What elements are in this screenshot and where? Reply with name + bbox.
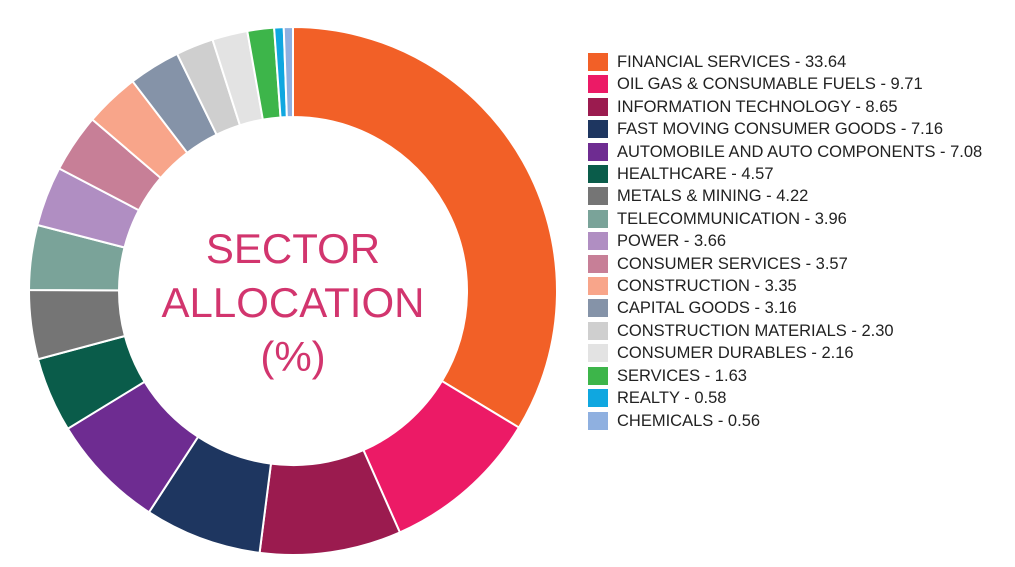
legend: FINANCIAL SERVICES - 33.64 OIL GAS & CONS… [588, 51, 988, 432]
legend-label: TELECOMMUNICATION - 3.96 [617, 209, 847, 228]
legend-swatch [588, 53, 608, 71]
legend-swatch [588, 277, 608, 296]
legend-swatch [588, 75, 608, 94]
legend-item: CONSUMER SERVICES - 3.57 [588, 253, 988, 275]
legend-item: REALTY - 0.58 [588, 387, 988, 409]
legend-label: METALS & MINING - 4.22 [617, 187, 809, 206]
legend-item: HEALTHCARE - 4.57 [588, 163, 988, 185]
legend-label: CONSUMER SERVICES - 3.57 [617, 254, 848, 273]
legend-item: AUTOMOBILE AND AUTO COMPONENTS - 7.08 [588, 141, 988, 163]
legend-label: CAPITAL GOODS - 3.16 [617, 299, 797, 318]
chart-title: SECTOR ALLOCATION (%) [161, 225, 425, 380]
legend-swatch [588, 411, 608, 430]
legend-label: FAST MOVING CONSUMER GOODS - 7.16 [617, 120, 944, 139]
legend-item: FINANCIAL SERVICES - 33.64 [588, 51, 988, 73]
legend-label: CONSTRUCTION - 3.35 [617, 277, 797, 296]
legend-swatch [588, 142, 608, 161]
legend-item: CONSUMER DURABLES - 2.16 [588, 342, 988, 364]
donut-slice [292, 25, 558, 429]
legend-item: INFORMATION TECHNOLOGY - 8.65 [588, 96, 988, 118]
legend-label: SERVICES - 1.63 [617, 366, 747, 385]
legend-item: SERVICES - 1.63 [588, 365, 988, 387]
legend-item: TELECOMMUNICATION - 3.96 [588, 208, 988, 230]
legend-swatch [588, 187, 608, 206]
legend-label: CHEMICALS - 0.56 [617, 411, 761, 430]
legend-item: METALS & MINING - 4.22 [588, 185, 988, 207]
legend-label: FINANCIAL SERVICES - 33.64 [617, 53, 847, 71]
legend-item: FAST MOVING CONSUMER GOODS - 7.16 [588, 118, 988, 140]
legend-swatch [588, 232, 608, 251]
legend-label: INFORMATION TECHNOLOGY - 8.65 [617, 97, 898, 116]
legend-swatch [588, 254, 608, 273]
legend-swatch [588, 321, 608, 340]
legend-label: CONSTRUCTION MATERIALS - 2.30 [617, 321, 894, 340]
legend-swatch [588, 299, 608, 318]
legend-swatch [588, 120, 608, 139]
donut-slice [282, 25, 294, 119]
legend-swatch [588, 344, 608, 363]
legend-label: CONSUMER DURABLES - 2.16 [617, 344, 854, 363]
legend-item: OIL GAS & CONSUMABLE FUELS - 9.71 [588, 73, 988, 95]
legend-swatch [588, 165, 608, 184]
legend-label: REALTY - 0.58 [617, 389, 727, 408]
legend-label: OIL GAS & CONSUMABLE FUELS - 9.71 [617, 75, 923, 94]
legend-label: AUTOMOBILE AND AUTO COMPONENTS - 7.08 [617, 142, 983, 161]
legend-item: CHEMICALS - 0.56 [588, 410, 988, 432]
legend-swatch [588, 366, 608, 385]
legend-item: CAPITAL GOODS - 3.16 [588, 297, 988, 319]
legend-swatch [588, 97, 608, 116]
legend-swatch [588, 389, 608, 408]
legend-label: HEALTHCARE - 4.57 [617, 165, 774, 184]
legend-item: CONSTRUCTION - 3.35 [588, 275, 988, 297]
legend-item: CONSTRUCTION MATERIALS - 2.30 [588, 320, 988, 342]
legend-swatch [588, 209, 608, 228]
legend-item: POWER - 3.66 [588, 230, 988, 252]
legend-label: POWER - 3.66 [617, 232, 727, 251]
